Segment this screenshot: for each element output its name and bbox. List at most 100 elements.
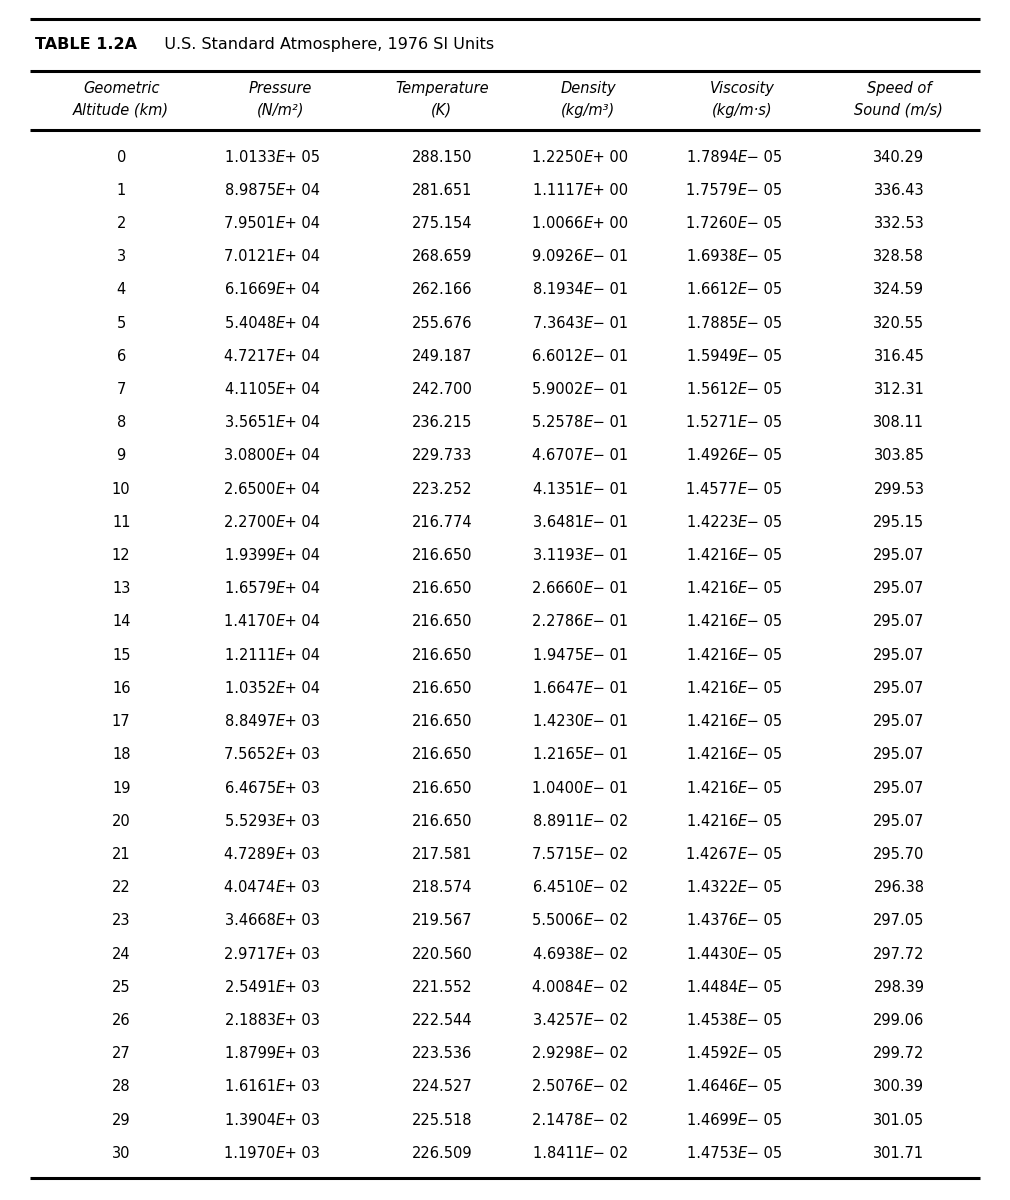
Text: 301.05: 301.05	[874, 1112, 924, 1128]
Text: Altitude (km): Altitude (km)	[73, 103, 170, 118]
Text: E: E	[737, 880, 747, 895]
Text: 1.1970: 1.1970	[224, 1146, 280, 1160]
Text: E: E	[276, 182, 285, 198]
Text: 6.4510: 6.4510	[532, 880, 588, 895]
Text: 1.7579: 1.7579	[687, 182, 742, 198]
Text: − 01: − 01	[588, 581, 628, 596]
Text: 3.6481: 3.6481	[533, 515, 588, 530]
Text: E: E	[584, 648, 593, 662]
Text: E: E	[276, 515, 285, 530]
Text: 224.527: 224.527	[411, 1080, 473, 1094]
Text: − 05: − 05	[742, 581, 783, 596]
Text: + 04: + 04	[280, 382, 320, 397]
Text: E: E	[584, 748, 593, 762]
Text: 4.1105: 4.1105	[224, 382, 280, 397]
Text: E: E	[276, 449, 285, 463]
Text: 2.6500: 2.6500	[224, 481, 280, 497]
Text: E: E	[276, 648, 285, 662]
Text: 1.4322: 1.4322	[687, 880, 742, 895]
Text: 4.1351: 4.1351	[533, 481, 588, 497]
Text: E: E	[737, 449, 747, 463]
Text: E: E	[737, 382, 747, 397]
Text: − 01: − 01	[588, 415, 628, 431]
Text: 1.6612: 1.6612	[687, 282, 742, 298]
Text: 1.4216: 1.4216	[687, 548, 742, 563]
Text: 7.0121: 7.0121	[224, 250, 280, 264]
Text: E: E	[737, 182, 747, 198]
Text: + 04: + 04	[280, 216, 320, 230]
Text: E: E	[584, 216, 593, 230]
Text: + 04: + 04	[280, 449, 320, 463]
Text: 222.544: 222.544	[411, 1013, 473, 1028]
Text: E: E	[737, 714, 747, 730]
Text: − 02: − 02	[588, 814, 628, 829]
Text: E: E	[584, 282, 593, 298]
Text: 295.07: 295.07	[874, 581, 924, 596]
Text: + 03: + 03	[280, 814, 320, 829]
Text: 12: 12	[112, 548, 130, 563]
Text: 21: 21	[112, 847, 130, 862]
Text: 5.2578: 5.2578	[532, 415, 588, 431]
Text: E: E	[276, 1080, 285, 1094]
Text: + 03: + 03	[280, 1013, 320, 1028]
Text: − 05: − 05	[742, 515, 783, 530]
Text: − 05: − 05	[742, 282, 783, 298]
Text: E: E	[584, 780, 593, 796]
Text: E: E	[737, 1112, 747, 1128]
Text: 299.72: 299.72	[874, 1046, 924, 1061]
Text: 223.252: 223.252	[411, 481, 473, 497]
Text: 249.187: 249.187	[412, 349, 472, 364]
Text: − 01: − 01	[588, 449, 628, 463]
Text: + 00: + 00	[588, 216, 628, 230]
Text: 8: 8	[116, 415, 126, 431]
Text: (kg/m·s): (kg/m·s)	[712, 103, 773, 118]
Text: − 01: − 01	[588, 382, 628, 397]
Text: Geometric: Geometric	[83, 82, 160, 96]
Text: 2.6660: 2.6660	[532, 581, 588, 596]
Text: 281.651: 281.651	[412, 182, 472, 198]
Text: 1.6938: 1.6938	[687, 250, 742, 264]
Text: E: E	[584, 250, 593, 264]
Text: 295.07: 295.07	[874, 714, 924, 730]
Text: E: E	[276, 913, 285, 929]
Text: − 05: − 05	[742, 216, 783, 230]
Text: 1.7894: 1.7894	[687, 150, 742, 164]
Text: + 03: + 03	[280, 780, 320, 796]
Text: E: E	[584, 614, 593, 630]
Text: 316.45: 316.45	[874, 349, 924, 364]
Text: 216.650: 216.650	[412, 680, 472, 696]
Text: E: E	[737, 150, 747, 164]
Text: + 04: + 04	[280, 182, 320, 198]
Text: 226.509: 226.509	[411, 1146, 473, 1160]
Text: 1.4216: 1.4216	[687, 614, 742, 630]
Text: 8.8911: 8.8911	[532, 814, 588, 829]
Text: 25: 25	[112, 980, 130, 995]
Text: E: E	[584, 182, 593, 198]
Text: E: E	[737, 250, 747, 264]
Text: 7.5652: 7.5652	[224, 748, 280, 762]
Text: 1.0133: 1.0133	[225, 150, 280, 164]
Text: 7.9501: 7.9501	[224, 216, 280, 230]
Text: 7: 7	[116, 382, 126, 397]
Text: 1.2111: 1.2111	[224, 648, 280, 662]
Text: E: E	[276, 748, 285, 762]
Text: E: E	[737, 349, 747, 364]
Text: − 05: − 05	[742, 349, 783, 364]
Text: E: E	[584, 382, 593, 397]
Text: − 02: − 02	[588, 1112, 628, 1128]
Text: 4.7217: 4.7217	[224, 349, 280, 364]
Text: Temperature: Temperature	[395, 82, 489, 96]
Text: E: E	[584, 1013, 593, 1028]
Text: E: E	[276, 581, 285, 596]
Text: E: E	[584, 814, 593, 829]
Text: 216.650: 216.650	[412, 814, 472, 829]
Text: − 05: − 05	[742, 548, 783, 563]
Text: 216.650: 216.650	[412, 548, 472, 563]
Text: Speed of: Speed of	[867, 82, 931, 96]
Text: − 05: − 05	[742, 714, 783, 730]
Text: 2.2786: 2.2786	[532, 614, 588, 630]
Text: − 05: − 05	[742, 614, 783, 630]
Text: + 03: + 03	[280, 1112, 320, 1128]
Text: 1.6579: 1.6579	[224, 581, 280, 596]
Text: E: E	[276, 1013, 285, 1028]
